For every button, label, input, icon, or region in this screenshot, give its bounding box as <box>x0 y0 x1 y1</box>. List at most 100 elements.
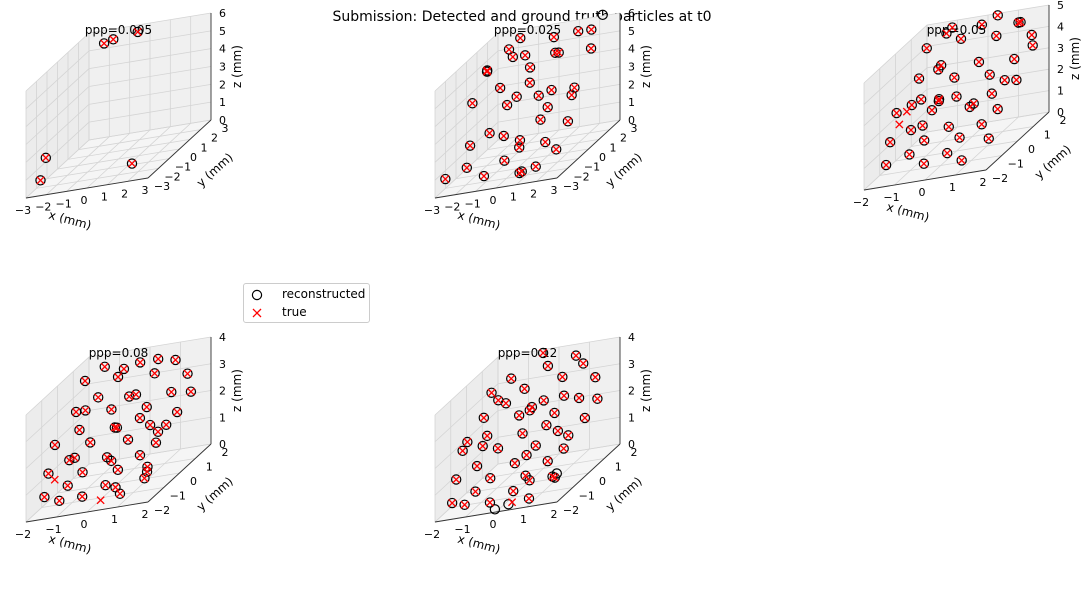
true-point <box>50 475 59 484</box>
true-point <box>100 362 109 371</box>
reconstructed-point <box>557 371 568 383</box>
true-point <box>525 476 534 485</box>
reconstructed-point <box>524 62 536 73</box>
y-axis-line <box>556 119 621 179</box>
x-tick-label: 2 <box>121 187 128 200</box>
reconstructed-point <box>126 158 138 169</box>
true-point <box>580 413 589 423</box>
legend-entry-reconstructed: reconstructed <box>244 286 369 304</box>
true-point <box>154 354 163 364</box>
true-point <box>974 57 983 67</box>
reconstructed-point <box>482 430 493 442</box>
reconstructed-point <box>132 26 143 38</box>
reconstructed-point <box>991 30 1002 42</box>
true-point <box>516 34 525 43</box>
reconstructed-point <box>913 73 925 84</box>
x-axis-line <box>434 177 558 199</box>
true-point <box>142 402 151 412</box>
z-tick-label: 1 <box>628 96 635 109</box>
true-point <box>458 446 467 455</box>
reconstructed-point <box>35 175 46 186</box>
reconstructed-point <box>149 368 160 379</box>
reconstructed-point <box>573 392 585 404</box>
reconstructed-point <box>884 136 896 148</box>
y-axis-label: y (mm) <box>194 150 236 190</box>
x-tick-label: −2 <box>35 201 51 214</box>
true-point <box>113 372 123 382</box>
reconstructed-point <box>992 10 1003 21</box>
reconstructed-point <box>494 82 506 94</box>
reconstructed-point <box>919 135 930 146</box>
true-point <box>543 361 552 371</box>
reconstructed-point <box>542 455 553 467</box>
true-point <box>957 156 966 165</box>
true-point <box>587 44 596 53</box>
reconstructed-point <box>915 94 927 105</box>
reconstructed-point <box>921 43 932 54</box>
true-point <box>543 103 552 112</box>
reconstructed-point <box>541 419 552 431</box>
reconstructed-point <box>484 497 496 508</box>
z-tick-label: 0 <box>628 438 635 451</box>
x-tick-label: 3 <box>551 184 558 197</box>
z-tick-label: 5 <box>1057 0 1064 12</box>
reconstructed-point <box>1015 16 1026 28</box>
x-tick-label: 1 <box>520 513 527 526</box>
reconstructed-point <box>471 460 483 472</box>
y-tick-label: 1 <box>610 141 617 154</box>
y-axis-line <box>985 111 1050 171</box>
reconstructed-point <box>573 25 584 37</box>
reconstructed-point <box>570 350 582 361</box>
true-point <box>113 465 122 474</box>
series-true <box>441 25 596 184</box>
y-axis-label: y (mm) <box>603 474 645 514</box>
x-tick-label: −1 <box>56 197 72 210</box>
reconstructed-point <box>106 404 117 415</box>
true-point <box>119 364 128 373</box>
reconstructed-point <box>933 64 944 75</box>
true-point <box>539 396 548 405</box>
reconstructed-point <box>489 504 501 515</box>
true-point <box>518 429 527 438</box>
y-tick-label: 2 <box>631 446 638 459</box>
true-point <box>1027 30 1036 40</box>
reconstructed-point <box>69 452 80 464</box>
z-tick-label: 2 <box>219 78 226 91</box>
true-point <box>591 373 600 382</box>
true-point <box>186 387 195 396</box>
z-axis-label: z (mm) <box>230 369 244 412</box>
z-tick-label: 0 <box>219 114 226 127</box>
reconstructed-point <box>1027 40 1038 51</box>
x-tick-label: 2 <box>980 176 987 189</box>
z-tick-label: 2 <box>219 385 226 398</box>
y-tick-label: 0 <box>190 475 197 488</box>
true-point <box>494 396 503 405</box>
reconstructed-point <box>1011 74 1022 86</box>
y-axis-label: y (mm) <box>603 150 645 190</box>
reconstructed-point <box>467 98 478 109</box>
true-point <box>559 444 568 453</box>
true-point <box>452 475 461 484</box>
true-point <box>969 99 978 108</box>
true-point <box>550 473 559 482</box>
z-tick-label: 3 <box>1057 42 1064 55</box>
true-point <box>503 101 512 110</box>
true-point <box>551 48 560 57</box>
reconstructed-point <box>986 88 998 99</box>
reconstructed-point <box>134 412 146 424</box>
reconstructed-point <box>470 486 481 497</box>
z-tick-label: 0 <box>1057 106 1064 119</box>
reconstructed-point <box>170 354 181 366</box>
true-point <box>886 138 895 147</box>
true-point <box>567 91 576 100</box>
reconstructed-point <box>499 155 510 166</box>
true-point <box>1000 76 1009 85</box>
true-point <box>65 456 74 465</box>
true-point <box>956 34 966 43</box>
y-tick-label: −1 <box>584 161 600 174</box>
true-point <box>448 498 457 508</box>
true-point <box>472 462 482 471</box>
y-tick-label: 2 <box>1060 114 1067 127</box>
